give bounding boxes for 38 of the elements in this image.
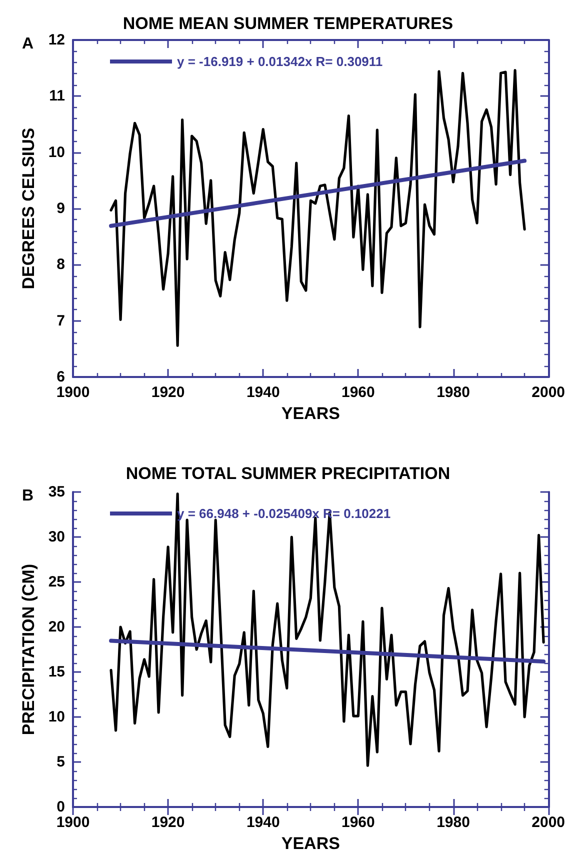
y-tick-label: 0 (56, 798, 65, 816)
x-tick-label: 1960 (342, 384, 375, 401)
y-tick-label: 7 (56, 312, 65, 330)
y-tick-label: 11 (49, 88, 65, 105)
x-tick-label: 1980 (436, 384, 470, 401)
y-tick-label: 15 (48, 664, 65, 680)
x-tick-label: 2000 (532, 814, 566, 831)
x-tick-label: 1960 (342, 814, 375, 831)
x-tick-label: 1940 (246, 814, 280, 831)
y-tick-label: 30 (48, 528, 65, 546)
y-tick-label: 10 (48, 144, 65, 161)
y-tick-label: 6 (56, 368, 65, 386)
x-tick-label: 1920 (151, 814, 185, 831)
line-series (110, 69, 526, 347)
y-tick-label: 25 (48, 574, 65, 590)
x-tick-label: 1920 (151, 384, 185, 401)
y-axis-title: DEGREES CELSIUS (19, 128, 38, 290)
y-tick-label: 5 (56, 754, 65, 770)
chart-title: NOME TOTAL SUMMER PRECIPITATION (126, 464, 450, 483)
x-tick-label: 1980 (436, 814, 470, 831)
x-tick-label: 1900 (56, 814, 90, 831)
y-tick-label: 9 (56, 200, 65, 217)
text: A (22, 36, 34, 52)
line-series (110, 492, 545, 767)
x-tick-label: 1940 (246, 384, 280, 401)
legend-label: y = -16.919 + 0.01342x R= 0.30911 (177, 54, 383, 69)
x-axis-title: YEARS (281, 834, 340, 853)
x-tick-label: 2000 (532, 384, 566, 401)
x-tick-label: 1900 (56, 384, 90, 401)
y-tick-label: 8 (56, 256, 65, 274)
x-axis-title: YEARS (281, 404, 340, 423)
y-tick-label: 12 (48, 32, 65, 48)
y-tick-label: 20 (48, 618, 65, 636)
y-tick-label: 10 (48, 708, 65, 726)
y-axis-title: PRECIPITATION (CM) (19, 564, 38, 736)
chart-title: NOME MEAN SUMMER TEMPERATURES (122, 14, 454, 33)
y-tick-label: 35 (48, 484, 65, 500)
text: B (22, 488, 34, 504)
